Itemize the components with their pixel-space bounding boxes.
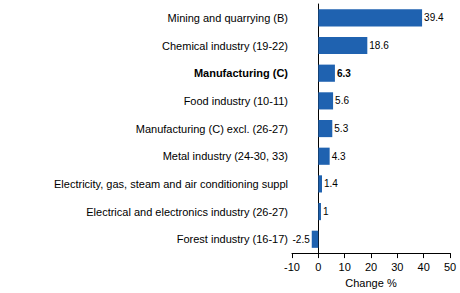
svg-text:5.3: 5.3 — [334, 123, 348, 134]
svg-text:4.3: 4.3 — [332, 151, 346, 162]
svg-text:18.6: 18.6 — [369, 40, 389, 51]
svg-text:5.6: 5.6 — [335, 95, 349, 106]
svg-text:Manufacturing (C): Manufacturing (C) — [194, 67, 288, 79]
svg-text:1.4: 1.4 — [324, 178, 338, 189]
svg-text:0: 0 — [315, 261, 321, 273]
svg-text:Forest industry (16-17): Forest industry (16-17) — [177, 233, 288, 245]
svg-text:Chemical industry (19-22): Chemical industry (19-22) — [162, 40, 288, 52]
svg-text:Food industry (10-11): Food industry (10-11) — [184, 95, 288, 107]
svg-text:6.3: 6.3 — [337, 68, 351, 79]
svg-text:Metal industry (24-30, 33): Metal industry (24-30, 33) — [163, 150, 288, 162]
svg-text:Mining and quarrying (B): Mining and quarrying (B) — [168, 12, 288, 24]
svg-text:50: 50 — [444, 261, 456, 273]
svg-text:40: 40 — [418, 261, 430, 273]
svg-text:30: 30 — [391, 261, 403, 273]
svg-text:Manufacturing (C) excl. (26-27: Manufacturing (C) excl. (26-27) — [136, 123, 288, 135]
svg-text:10: 10 — [339, 261, 351, 273]
svg-text:-2.5: -2.5 — [293, 234, 311, 245]
svg-text:Electrical and electronics ind: Electrical and electronics industry (26-… — [86, 206, 288, 218]
svg-text:39.4: 39.4 — [424, 12, 444, 23]
svg-text:1: 1 — [323, 206, 329, 217]
svg-text:Electricity, gas, steam and ai: Electricity, gas, steam and air conditio… — [54, 178, 288, 190]
svg-text:Change %: Change % — [345, 277, 397, 289]
svg-text:-10: -10 — [284, 261, 300, 273]
svg-text:20: 20 — [365, 261, 377, 273]
